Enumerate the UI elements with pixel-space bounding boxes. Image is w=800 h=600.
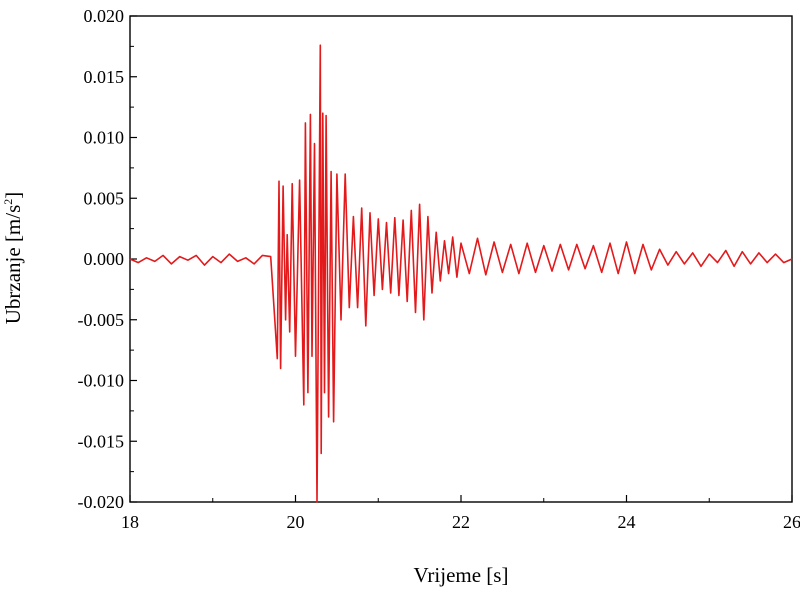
axis-ticks (129, 15, 793, 503)
x-tick-labels: 18 20 22 24 26 (121, 512, 800, 532)
y-axis-label-sup: 2 (1, 199, 15, 205)
y-tick-label: -0.005 (78, 310, 125, 330)
y-tick-label: 0.020 (84, 6, 125, 26)
plot-frame (129, 15, 793, 503)
y-tick-label: -0.010 (78, 371, 125, 391)
y-tick-label: 0.010 (84, 128, 125, 148)
y-tick-label: 0.005 (84, 188, 125, 208)
x-tick-label: 24 (618, 512, 636, 532)
x-tick-label: 18 (121, 512, 139, 532)
y-tick-label: 0.000 (84, 249, 125, 269)
y-axis-label-close: ] (1, 192, 25, 199)
y-axis-label-main: Ubrzanje [m/s (1, 205, 25, 325)
x-tick-label: 20 (287, 512, 305, 532)
series-line (129, 44, 793, 503)
y-tick-label: -0.015 (78, 431, 125, 451)
x-tick-label: 22 (452, 512, 470, 532)
x-tick-label: 26 (783, 512, 800, 532)
y-tick-label: -0.020 (78, 492, 125, 512)
y-tick-label: 0.015 (84, 67, 125, 87)
y-axis-label: Ubrzanje [m/s2] (1, 192, 25, 325)
x-axis-label: Vrijeme [s] (414, 563, 509, 587)
y-tick-labels: 0.020 0.015 0.010 0.005 0.000 -0.005 -0.010 -0.… (78, 6, 125, 512)
